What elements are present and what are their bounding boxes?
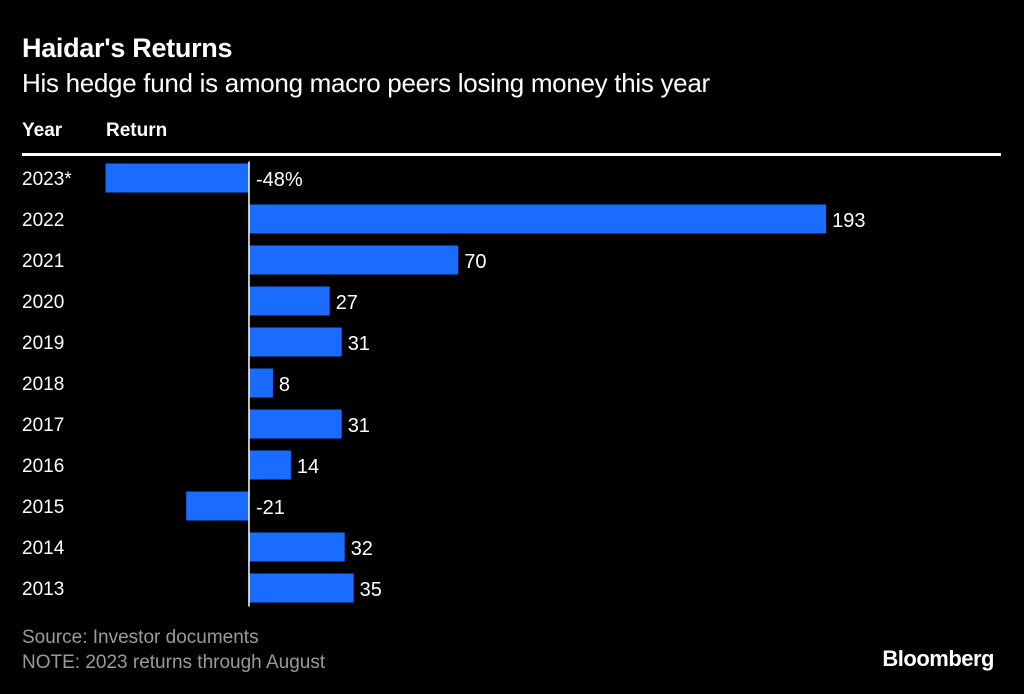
bar	[249, 409, 342, 439]
year-label: 2023*	[22, 169, 72, 190]
bar	[249, 204, 827, 234]
bar	[249, 327, 342, 357]
year-label: 2019	[22, 333, 64, 354]
value-label: -21	[256, 497, 285, 519]
year-label: 2018	[22, 374, 64, 395]
column-header-return: Return	[106, 120, 168, 141]
chart-subtitle: His hedge fund is among macro peers losi…	[22, 68, 710, 98]
header-divider	[22, 153, 1001, 156]
year-label: 2013	[22, 579, 64, 600]
year-label: 2014	[22, 538, 65, 559]
value-label: 70	[464, 251, 486, 273]
bar	[249, 286, 330, 316]
chart-title: Haidar's Returns	[22, 33, 233, 63]
year-label: 2015	[22, 497, 64, 518]
bar	[249, 245, 459, 275]
bar	[249, 573, 354, 603]
value-label: 35	[360, 579, 382, 601]
year-label: 2016	[22, 456, 64, 477]
year-label: 2021	[22, 251, 64, 272]
value-label: 31	[348, 333, 370, 355]
column-header-year: Year	[22, 120, 63, 141]
year-label: 2017	[22, 415, 64, 436]
bar	[249, 532, 345, 562]
value-label: 14	[297, 456, 319, 478]
bar	[105, 163, 249, 193]
bloomberg-logo: Bloomberg	[882, 646, 994, 671]
year-label: 2020	[22, 292, 64, 313]
value-label: 27	[336, 292, 358, 314]
value-label: 8	[279, 374, 290, 396]
bar	[249, 450, 291, 480]
bar	[186, 491, 249, 521]
value-label: -48%	[256, 169, 303, 191]
year-label: 2022	[22, 210, 64, 231]
footnote: NOTE: 2023 returns through August	[22, 652, 326, 673]
bar	[249, 368, 273, 398]
source-note: Source: Investor documents	[22, 627, 259, 648]
value-label: 193	[832, 210, 865, 232]
value-label: 31	[348, 415, 370, 437]
value-label: 32	[351, 538, 373, 560]
